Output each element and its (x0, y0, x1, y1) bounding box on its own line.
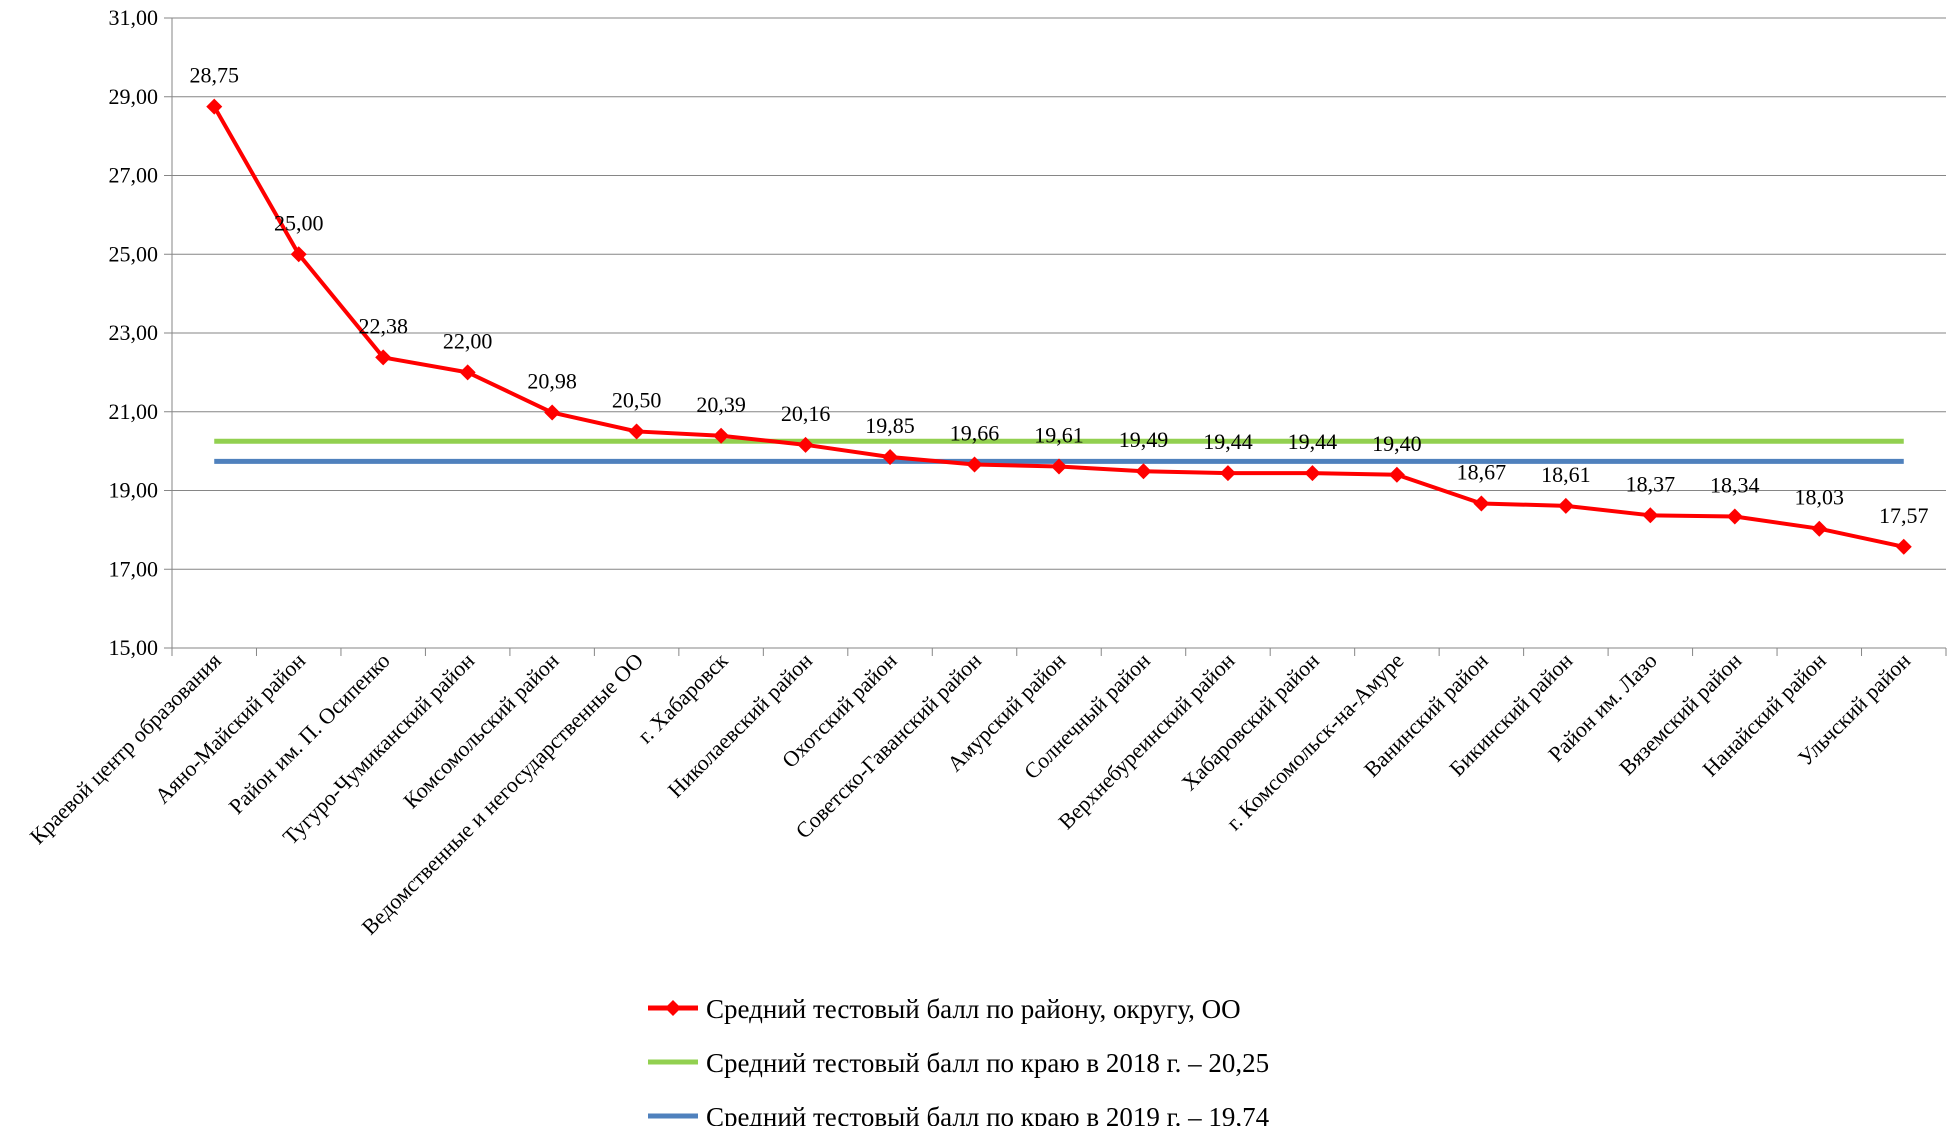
y-tick-label: 15,00 (109, 635, 159, 660)
data-point (1558, 498, 1574, 514)
data-label: 19,49 (1119, 427, 1169, 452)
data-label: 19,40 (1372, 431, 1422, 456)
data-point (1135, 463, 1151, 479)
data-point (1896, 539, 1912, 555)
x-tick-label: Верхнебуреинский район (1053, 648, 1239, 834)
data-point (206, 99, 222, 115)
data-label: 18,67 (1457, 459, 1507, 484)
data-label: 20,16 (781, 401, 831, 426)
x-tick-label: Район им. П. Осипенко (224, 648, 395, 819)
y-tick-label: 21,00 (109, 399, 159, 424)
data-point (629, 423, 645, 439)
legend-marker (665, 1000, 681, 1016)
data-label: 18,34 (1710, 472, 1760, 497)
y-tick-label: 27,00 (109, 163, 159, 188)
data-label: 19,44 (1203, 429, 1253, 454)
legend: Средний тестовый балл по району, округу,… (648, 994, 1270, 1126)
y-tick-label: 25,00 (109, 241, 159, 266)
data-point (1642, 507, 1658, 523)
data-point (1727, 508, 1743, 524)
data-label: 22,38 (358, 313, 408, 338)
data-point (1304, 465, 1320, 481)
label-layer: 28,75 25,00 22,38 22,00 20,98 20,50 20,39 20,16… (189, 63, 1928, 528)
y-tick-label: 23,00 (109, 320, 159, 345)
data-label: 20,50 (612, 387, 662, 412)
y-tick-label: 17,00 (109, 556, 159, 581)
data-label: 20,98 (527, 369, 577, 394)
data-label: 19,85 (865, 413, 915, 438)
y-tick-label: 31,00 (109, 5, 159, 30)
data-label: 19,66 (950, 421, 1000, 446)
data-label: 20,39 (696, 392, 746, 417)
x-tick-label: Николаевский район (663, 648, 818, 803)
x-tick-label: Аяно-Майский район (150, 648, 311, 809)
data-label: 18,61 (1541, 462, 1591, 487)
legend-label: Средний тестовый балл по краю в 2018 г. … (706, 1048, 1269, 1078)
data-point (460, 364, 476, 380)
legend-label: Средний тестовый балл по краю в 2019 г. … (706, 1102, 1270, 1126)
data-point (1473, 495, 1489, 511)
x-tick-label: Комсомольский район (398, 648, 564, 814)
y-tick-label: 19,00 (109, 478, 159, 503)
data-label: 22,00 (443, 328, 493, 353)
grid-layer (172, 18, 1946, 648)
data-point (544, 405, 560, 421)
data-label: 25,00 (274, 210, 324, 235)
data-point (1389, 467, 1405, 483)
legend-label: Средний тестовый балл по району, округу,… (706, 994, 1241, 1024)
data-label: 19,44 (1288, 429, 1338, 454)
data-label: 17,57 (1879, 503, 1929, 528)
data-label: 28,75 (189, 63, 239, 88)
data-label: 18,37 (1626, 471, 1676, 496)
data-label: 18,03 (1795, 485, 1845, 510)
data-point (1811, 521, 1827, 537)
data-point (1220, 465, 1236, 481)
data-label: 19,61 (1034, 422, 1084, 447)
y-tick-label: 29,00 (109, 84, 159, 109)
